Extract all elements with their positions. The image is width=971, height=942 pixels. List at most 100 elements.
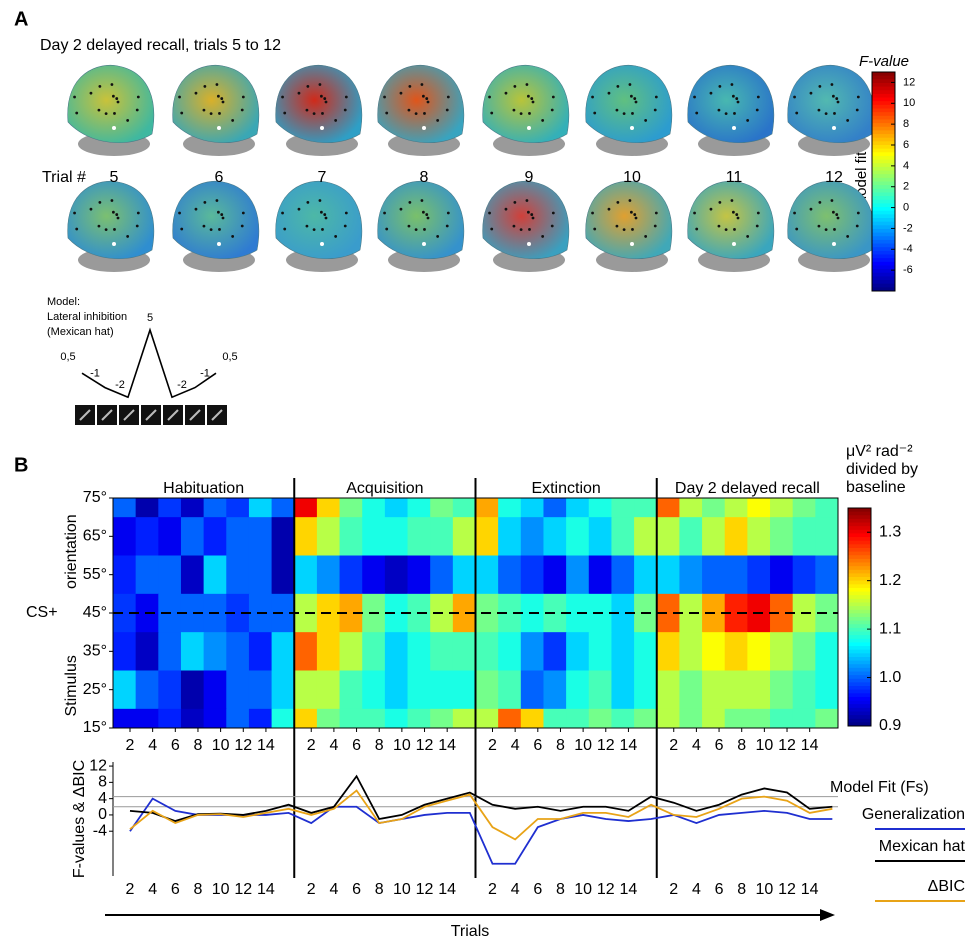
x-tick-label: 2	[669, 881, 678, 898]
colorbar-cell	[848, 620, 871, 625]
colorbar-cell	[872, 126, 895, 131]
electrode-highlight	[422, 242, 426, 246]
y-tick-label: 35°	[83, 643, 107, 660]
legend-label: Mexican hat	[879, 838, 966, 855]
trial-number: 8	[420, 169, 429, 186]
heatmap-cell	[634, 708, 658, 728]
electrode	[425, 213, 429, 216]
model-weight-label: -1	[90, 368, 100, 380]
electrode-highlight	[732, 242, 736, 246]
x-tick-label: 8	[556, 737, 565, 754]
electrode	[736, 216, 740, 220]
heatmap-cell	[271, 670, 295, 710]
model-title: Lateral inhibition	[47, 311, 127, 323]
electrode	[526, 94, 530, 98]
heatmap-cell	[747, 670, 771, 710]
electrode	[231, 235, 235, 238]
colorbar-cell	[872, 287, 895, 292]
colorbar-cell	[872, 210, 895, 215]
model-weight-label: -2	[177, 379, 187, 391]
heatmap-cell	[203, 517, 227, 557]
electrode	[629, 94, 633, 98]
electrode	[695, 227, 699, 231]
electrode	[831, 94, 835, 98]
colorbar-cell	[848, 646, 871, 651]
electrode	[724, 228, 728, 231]
panel-label: A	[14, 8, 28, 30]
heatmap-cell	[588, 708, 613, 728]
heatmap-cell	[362, 555, 386, 595]
colorbar-cell	[848, 653, 871, 658]
heatmap-cell	[815, 517, 838, 557]
x-tick-label: 4	[511, 737, 520, 754]
heatmap-cell	[203, 555, 227, 595]
electrode	[550, 108, 554, 112]
x-tick-label: 14	[801, 737, 819, 754]
electrode	[323, 97, 327, 100]
electrode	[653, 108, 657, 112]
colorbar-cell	[848, 722, 871, 727]
x-tick-label: 10	[212, 737, 230, 754]
electrode	[220, 213, 224, 216]
electrode	[383, 211, 386, 215]
electrode	[178, 95, 181, 99]
heatmap-cell	[430, 632, 454, 672]
x-tick-label: 10	[574, 737, 592, 754]
heatmap-cell	[475, 708, 499, 728]
heatmap-cell	[588, 632, 613, 672]
x-tick-label: 14	[801, 881, 819, 898]
electrode	[616, 84, 620, 88]
x-tick-label: 8	[375, 881, 384, 898]
heatmap-cell	[362, 708, 386, 728]
heatmap-cell	[792, 517, 816, 557]
x-tick-label: 8	[375, 737, 384, 754]
electrode	[399, 91, 403, 95]
heatmap-cell	[203, 670, 227, 710]
colorbar-cell	[872, 72, 895, 77]
electrode	[221, 100, 225, 104]
x-tick-label: 10	[755, 881, 773, 898]
electrode-highlight	[527, 126, 531, 130]
electrode	[436, 119, 440, 122]
electrode	[717, 108, 721, 112]
x-tick-label: 10	[574, 881, 592, 898]
heatmap-cell	[702, 555, 726, 595]
x-tick-label: 6	[352, 881, 361, 898]
electrode	[202, 108, 206, 112]
electrode	[654, 211, 658, 215]
electrode	[855, 224, 859, 228]
heatmap-cell	[316, 555, 341, 595]
x-tick-label: 14	[257, 881, 275, 898]
electrode	[203, 200, 207, 204]
electrode	[89, 207, 93, 211]
colorbar-cell	[848, 609, 871, 614]
x-tick-label: 8	[737, 737, 746, 754]
heatmap-cell	[294, 498, 318, 518]
electrode	[693, 211, 696, 215]
electrode	[531, 100, 535, 104]
colorbar-cell	[872, 115, 895, 120]
y-tick-label: 45°	[83, 604, 107, 621]
heatmap-cell	[815, 632, 838, 672]
colorbar-cell	[848, 693, 871, 698]
electrode	[135, 108, 139, 112]
heatmap-cell	[498, 708, 522, 728]
heatmap-cell	[656, 670, 681, 710]
colorbar-cell	[848, 715, 871, 720]
heatmap-cell	[498, 632, 522, 672]
colorbar-tick-label: 10	[903, 97, 915, 109]
head	[482, 64, 570, 144]
electrode-highlight	[630, 126, 634, 130]
heatmap-cell	[113, 708, 137, 728]
colorbar-cell	[848, 678, 871, 683]
electrode	[512, 108, 516, 112]
electrode	[136, 211, 140, 215]
electrode	[75, 227, 79, 231]
heatmap-cell	[113, 555, 137, 595]
heatmap-cell	[339, 670, 363, 710]
colorbar-cell	[848, 562, 871, 567]
electrode	[795, 227, 799, 231]
electrode	[436, 235, 440, 238]
colorbar-cell	[872, 258, 895, 263]
electrode	[221, 216, 225, 220]
